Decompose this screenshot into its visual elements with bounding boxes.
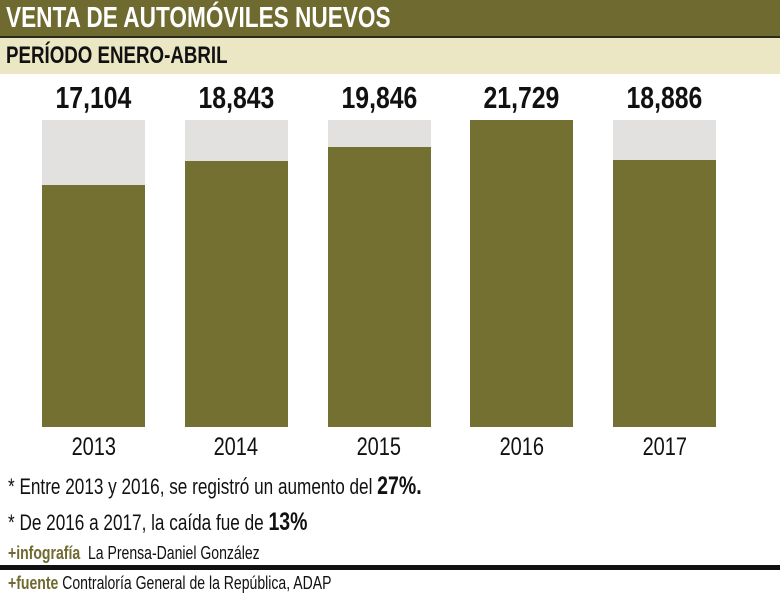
infografia-label: +infografía — [8, 543, 81, 563]
x-tick-label: 2017 — [642, 433, 687, 461]
fuente-label: +fuente — [8, 573, 59, 593]
data-label: 17,104 — [55, 80, 132, 115]
x-tick-label: 2015 — [356, 433, 402, 461]
chart-title: VENTA DE AUTOMÓVILES NUEVOS — [6, 2, 499, 35]
chart-subtitle: PERÍODO ENERO-ABRIL — [6, 42, 290, 70]
note-2-emphasis: 13% — [268, 508, 308, 536]
title-bar: VENTA DE AUTOMÓVILES NUEVOS — [0, 0, 780, 38]
subtitle-bar: PERÍODO ENERO-ABRIL — [0, 38, 780, 74]
note-1-emphasis: 27%. — [377, 472, 422, 500]
credit-fuente: +fuente Contraloría General de la Repúbl… — [8, 573, 423, 594]
bar — [470, 120, 574, 427]
infografia-text: La Prensa-Daniel González — [87, 543, 260, 563]
bar — [613, 160, 717, 427]
chart-subtitle-text: PERÍODO ENERO-ABRIL — [6, 42, 228, 69]
bar — [327, 146, 431, 427]
credit-infografia: +infografía La Prensa-Daniel González — [8, 543, 331, 564]
fuente-text: Contraloría General de la República, ADA… — [62, 573, 332, 593]
note-2-text: * De 2016 a 2017, la caída fue de — [8, 510, 269, 535]
data-label: 21,729 — [483, 80, 560, 115]
x-tick-label: 2016 — [499, 433, 545, 461]
data-label: 18,886 — [626, 80, 703, 115]
note-1-text: * Entre 2013 y 2016, se registró un aume… — [8, 474, 378, 499]
note-2: * De 2016 a 2017, la caída fue de 13% — [8, 508, 392, 537]
x-tick-label: 2013 — [71, 433, 116, 461]
bar-chart: 17,104 2013 18,843 2014 19,846 2015 21,729 2016… — [0, 74, 780, 474]
data-label: 19,846 — [341, 80, 418, 115]
x-tick-label: 2014 — [214, 433, 259, 461]
chart-title-text: VENTA DE AUTOMÓVILES NUEVOS — [6, 2, 391, 34]
bar — [42, 185, 145, 427]
data-label: 18,843 — [198, 80, 275, 115]
divider — [0, 565, 780, 570]
bar — [184, 160, 288, 427]
note-1: * Entre 2013 y 2016, se registró un aume… — [8, 472, 538, 501]
